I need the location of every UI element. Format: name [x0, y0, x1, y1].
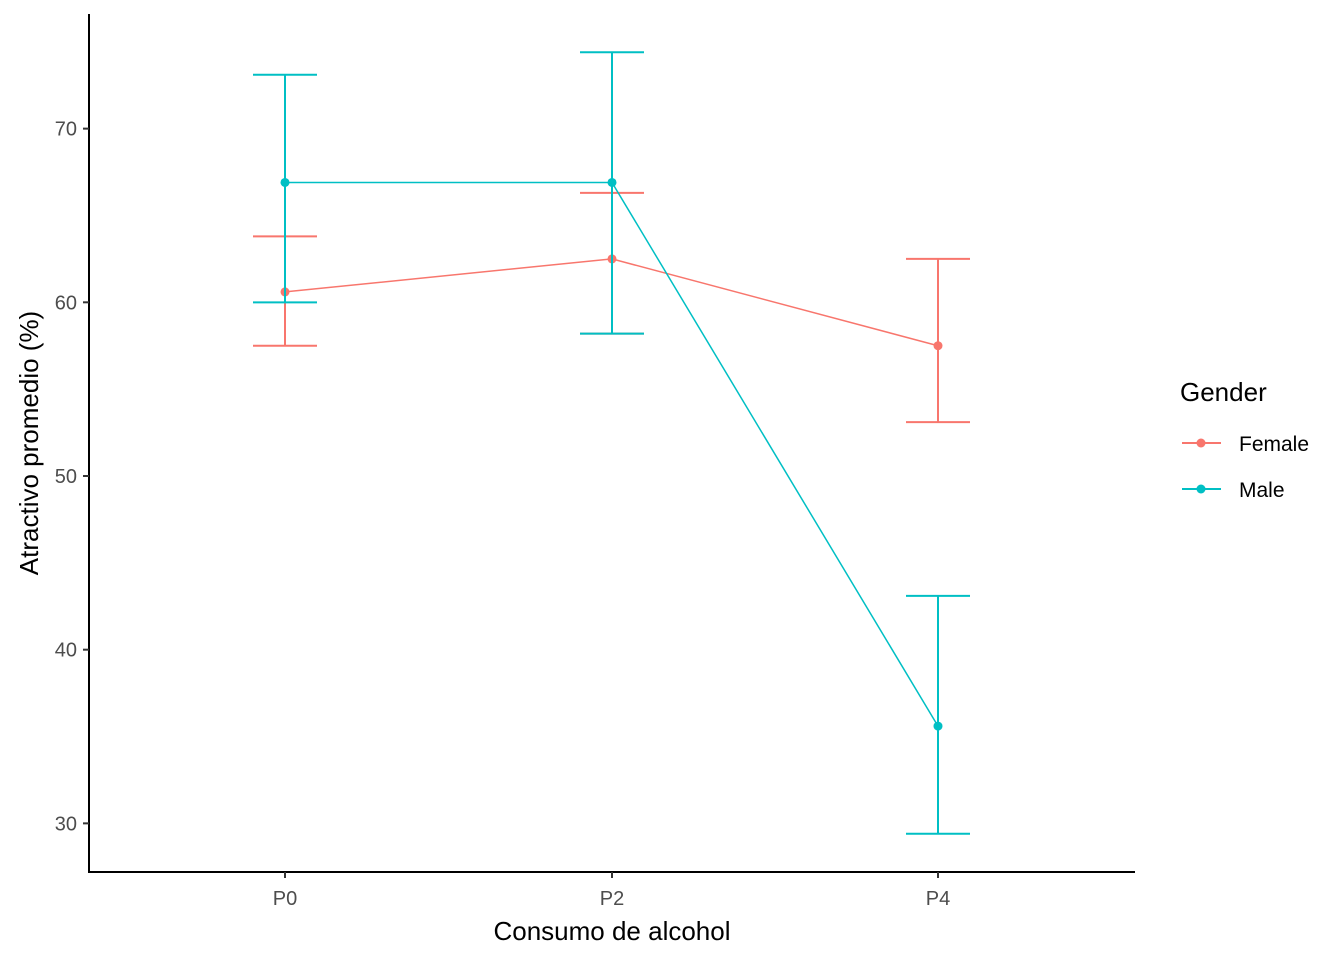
legend-items: Female Male [1182, 433, 1309, 502]
legend-label: Female [1239, 433, 1309, 456]
x-tick-label: P0 [273, 888, 297, 910]
data-point [607, 177, 617, 187]
y-tick-label: 60 [55, 292, 77, 314]
y-tick-label: 70 [55, 119, 77, 141]
legend-item-male: Male [1182, 479, 1285, 502]
legend: Gender Female Male [1180, 377, 1309, 502]
y-tick-label: 30 [55, 813, 77, 835]
legend-title: Gender [1180, 377, 1267, 407]
series-layer [253, 51, 970, 835]
ticks-layer: 30 40 50 60 70 P0 P2 P4 [55, 119, 950, 910]
legend-item-female: Female [1182, 433, 1309, 456]
legend-key-point [1196, 484, 1206, 494]
series-male [253, 51, 970, 835]
legend-key-point [1196, 438, 1206, 448]
x-tick-label: P2 [600, 888, 624, 910]
data-point [933, 721, 943, 731]
legend-label: Male [1239, 479, 1285, 502]
x-tick-label: P4 [926, 888, 950, 910]
data-point [280, 177, 290, 187]
y-axis-title: Atractivo promedio (%) [14, 311, 44, 575]
y-tick-label: 50 [55, 466, 77, 488]
y-tick-label: 40 [55, 640, 77, 662]
data-point [933, 341, 943, 351]
x-axis-title: Consumo de alcohol [493, 916, 730, 946]
